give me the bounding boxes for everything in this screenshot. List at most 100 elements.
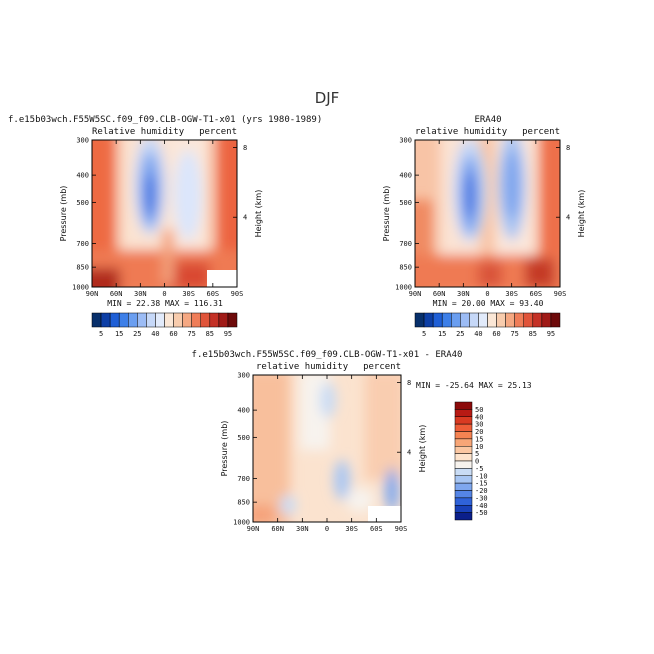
- y-tick-label: 300: [76, 137, 89, 145]
- colorbar-swatch: [432, 312, 443, 328]
- x-tick-label: 90S: [231, 290, 244, 298]
- x-tick-label: 0: [162, 290, 166, 298]
- height-axis-label: Height (km): [254, 190, 263, 238]
- x-tick-label: 60N: [110, 290, 123, 298]
- y-axis-label: Pressure (mb): [59, 186, 68, 242]
- colorbar-label: 15: [475, 435, 483, 443]
- panel-model-field-label: Relative humidity: [92, 127, 185, 137]
- colorbar-label: 15: [115, 330, 123, 338]
- y-tick-label: 700: [399, 240, 412, 248]
- y-tick-label: 300: [237, 372, 250, 380]
- x-tick-label: 30S: [182, 290, 195, 298]
- panel-diff-field-label: relative humidity: [256, 362, 349, 372]
- colorbar-swatch: [173, 312, 183, 328]
- generated-marks: 90N 60N 30N 0 30S 60S 90S300400500700850100084…: [59, 137, 586, 534]
- colorbar-label: 75: [187, 330, 195, 338]
- colorbar-label: 5: [475, 450, 479, 458]
- colorbar-label: 60: [169, 330, 177, 338]
- colorbar-swatch: [523, 312, 534, 328]
- colorbar-swatch: [146, 312, 156, 328]
- y-tick-label: 500: [399, 199, 412, 207]
- height-axis-label: Height (km): [577, 190, 586, 238]
- colorbar-1: 5 15 25 40 60 75 85 95: [414, 312, 561, 338]
- colorbar-swatch: [478, 312, 488, 328]
- colorbar-label: -20: [475, 487, 488, 495]
- colorbar-swatch: [532, 312, 543, 328]
- colorbar-swatch: [454, 446, 473, 454]
- x-tick-label: 90N: [86, 290, 99, 298]
- colorbar-label: 15: [438, 330, 446, 338]
- colorbar-swatch: [209, 312, 220, 328]
- y-tick-label: 850: [399, 264, 412, 272]
- panel-2-axes: 90N 60N 30N 0 30S 60S 90S 300 400 500 700 850 1000 8 4…: [220, 372, 427, 534]
- x-tick-label: 90N: [247, 525, 260, 533]
- panel-1-axes: 90N 60N 30N 0 30S 60S 90S 300 400 500 700 850 1000 8 4…: [382, 137, 586, 299]
- colorbar-swatch: [454, 438, 473, 447]
- panel-model: f.e15b03wch.F55W5SC.f09_f09.CLB-OGW-T1-x…: [8, 115, 322, 308]
- panel-era40: ERA40 relative humidity percent MIN = 20…: [414, 115, 561, 308]
- colorbar-label: 85: [529, 330, 537, 338]
- figure-title: DJF: [315, 89, 340, 107]
- colorbar-label: 5: [99, 330, 103, 338]
- panel-era40-field-label: relative humidity: [415, 127, 508, 137]
- y-axis-label: Pressure (mb): [382, 186, 391, 242]
- y-tick-label: 500: [237, 434, 250, 442]
- panel-diff: f.e15b03wch.F55W5SC.f09_f09.CLB-OGW-T1-x…: [192, 350, 532, 523]
- panel-era40-field: [415, 140, 560, 287]
- panel-model-title: f.e15b03wch.F55W5SC.f09_f09.CLB-OGW-T1-x…: [8, 115, 322, 125]
- x-tick-label: 30N: [296, 525, 309, 533]
- x-tick-label: 30N: [134, 290, 147, 298]
- colorbar-swatch: [454, 475, 473, 484]
- y-tick-label: 850: [76, 264, 89, 272]
- colorbar-swatch: [454, 505, 473, 513]
- colorbar-swatch: [164, 312, 174, 328]
- y-axis-label: Pressure (mb): [220, 421, 229, 477]
- colorbar-swatch: [454, 468, 473, 476]
- y-tick-label: 400: [399, 172, 412, 180]
- colorbar-0: 5 15 25 40 60 75 85 95: [91, 312, 238, 338]
- colorbar-swatch: [91, 312, 102, 328]
- x-tick-label: 90S: [554, 290, 567, 298]
- colorbar-swatch: [454, 416, 473, 425]
- panel-era40-title: ERA40: [474, 115, 501, 125]
- colorbar-label: 85: [206, 330, 214, 338]
- colorbar-swatch: [451, 312, 461, 328]
- colorbar-swatch: [496, 312, 506, 328]
- colorbar-swatch: [200, 312, 211, 328]
- colorbar-swatch: [137, 312, 147, 328]
- panel-diff-title: f.e15b03wch.F55W5SC.f09_f09.CLB-OGW-T1-x…: [192, 350, 463, 360]
- panel-diff-units: percent: [363, 362, 401, 372]
- x-tick-label: 60N: [433, 290, 446, 298]
- colorbar-swatch: [454, 482, 473, 491]
- colorbar-swatch: [155, 312, 165, 328]
- colorbar-swatch: [227, 312, 238, 328]
- colorbar-label: -50: [475, 509, 488, 517]
- colorbar-swatch: [505, 312, 515, 328]
- colorbar-label: 95: [224, 330, 232, 338]
- y-tick-label: 850: [237, 499, 250, 507]
- height-tick-label: 4: [407, 449, 411, 457]
- height-tick-label: 8: [243, 144, 247, 152]
- colorbar-label: 60: [492, 330, 500, 338]
- y-tick-label: 700: [237, 475, 250, 483]
- panel-diff-stats: MIN = -25.64 MAX = 25.13: [416, 381, 532, 390]
- y-tick-label: 700: [76, 240, 89, 248]
- x-tick-label: 90N: [409, 290, 422, 298]
- x-tick-label: 30S: [505, 290, 518, 298]
- height-tick-label: 4: [566, 214, 570, 222]
- height-tick-label: 8: [566, 144, 570, 152]
- colorbar-swatch: [454, 401, 473, 410]
- colorbar-label: 0: [475, 458, 479, 466]
- colorbar-label: 25: [456, 330, 464, 338]
- x-tick-label: 0: [485, 290, 489, 298]
- colorbar-label: 40: [474, 330, 482, 338]
- colorbar-swatch: [100, 312, 111, 328]
- colorbar-label: 5: [422, 330, 426, 338]
- colorbar-swatch: [469, 312, 479, 328]
- x-tick-label: 60N: [271, 525, 284, 533]
- colorbar-swatch: [423, 312, 434, 328]
- colorbar-swatch: [454, 453, 473, 462]
- y-tick-label: 400: [237, 407, 250, 415]
